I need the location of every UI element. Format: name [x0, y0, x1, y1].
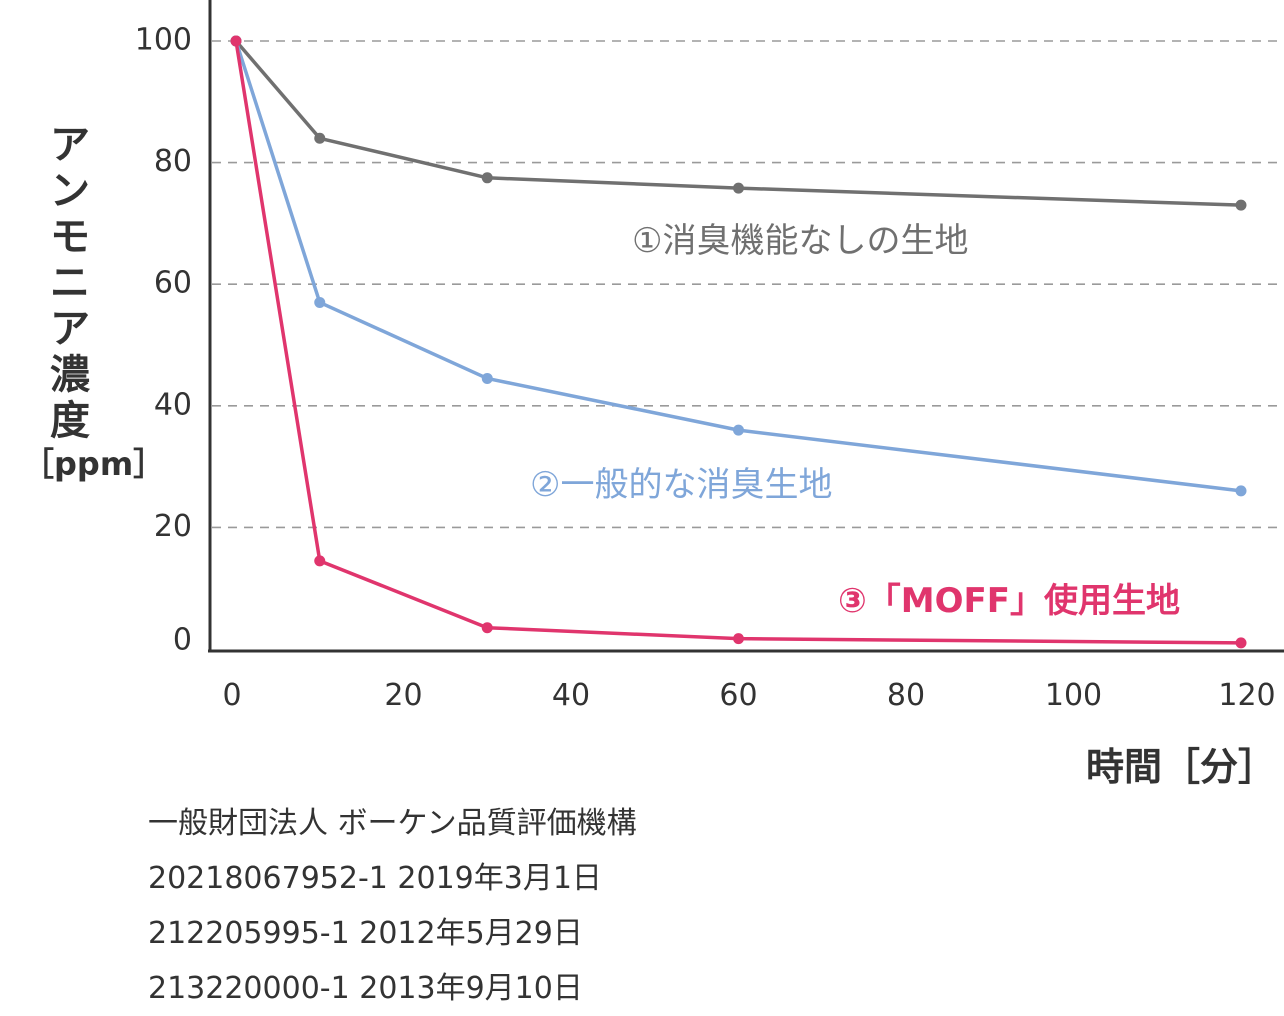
grid-lines: [212, 40, 1284, 529]
x-tick-label: 20: [384, 678, 422, 713]
y-tick-labels: 0 20 40 60 80 100: [135, 23, 192, 658]
data-point: [733, 633, 744, 645]
series-line: [234, 40, 1242, 493]
data-point: [1235, 485, 1247, 497]
series-group: [230, 35, 1247, 649]
axes: [208, 0, 1284, 653]
x-tick-label: 0: [222, 678, 241, 713]
y-tick-label: 40: [154, 387, 192, 422]
y-axis-label-char: ア: [50, 306, 90, 352]
data-point: [733, 424, 744, 436]
series-label: ②一般的な消臭生地: [530, 465, 832, 505]
x-tick-labels: 0 20 40 60 80 100 120: [222, 678, 1275, 713]
data-point: [230, 35, 242, 47]
series-labels: ①消臭機能なしの生地 ②一般的な消臭生地 ③「MOFF」使用生地: [530, 221, 1180, 621]
series-label: ①消臭機能なしの生地: [632, 221, 968, 261]
data-point: [733, 182, 744, 194]
y-tick-label: 60: [154, 266, 192, 301]
source-line: 一般財団法人 ボーケン品質評価機構: [148, 806, 637, 841]
y-axis-label-char: モ: [50, 214, 90, 260]
y-axis-label: ア ン モ ニ ア 濃 度 ［ppm］: [22, 122, 166, 484]
x-tick-label: 120: [1218, 678, 1275, 713]
data-point: [314, 132, 326, 144]
data-point: [1235, 199, 1247, 211]
x-tick-label: 80: [887, 678, 925, 713]
y-axis-label-char: ア: [50, 122, 90, 168]
y-tick-label: 80: [154, 144, 192, 179]
y-axis-label-char: 濃: [50, 352, 90, 398]
data-point: [481, 172, 493, 184]
y-axis-unit: ［ppm］: [22, 445, 166, 483]
source-line: 213220000-1 2013年9月10日: [148, 971, 583, 1006]
x-tick-label: 60: [719, 678, 757, 713]
x-tick-label: 100: [1045, 678, 1102, 713]
y-axis-label-char: ニ: [50, 260, 90, 306]
data-point: [314, 555, 326, 567]
x-axis-label: 時間［分］: [1086, 745, 1276, 789]
data-point: [481, 372, 493, 384]
y-tick-label: 20: [154, 509, 192, 544]
y-axis-label-char: ン: [50, 168, 90, 214]
data-point: [314, 296, 326, 308]
source-line: 212205995-1 2012年5月29日: [148, 916, 583, 951]
series-label: ③「MOFF」使用生地: [838, 581, 1180, 621]
data-point: [481, 622, 493, 634]
x-tick-label: 40: [552, 678, 590, 713]
y-tick-label: 100: [135, 23, 192, 58]
series-line: [234, 39, 1242, 207]
data-point: [1235, 637, 1247, 649]
source-note: 一般財団法人 ボーケン品質評価機構 20218067952-1 2019年3月1…: [148, 796, 637, 1016]
series-line: [234, 40, 1242, 645]
y-axis-label-char: 度: [50, 398, 90, 444]
source-line: 20218067952-1 2019年3月1日: [148, 861, 602, 896]
y-tick-label: 0: [173, 623, 192, 658]
